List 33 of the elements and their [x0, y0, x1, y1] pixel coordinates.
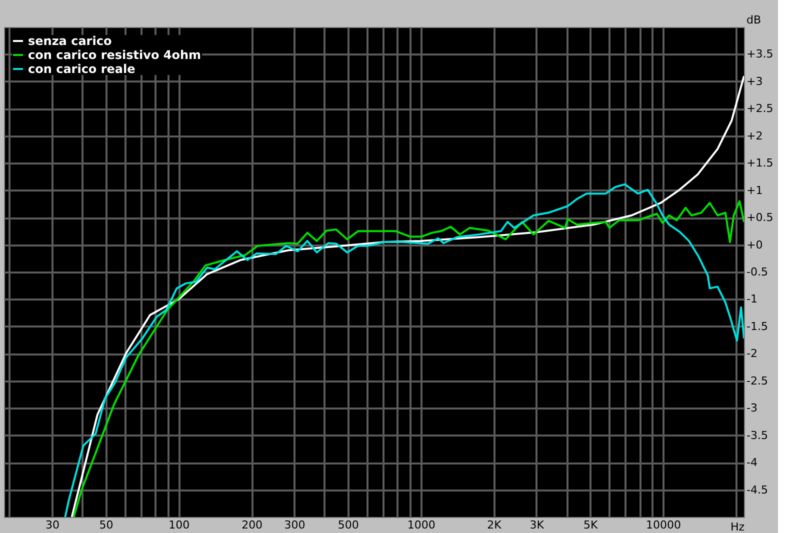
x-tick-label: 3K — [530, 518, 545, 532]
y-tick-label: -2.5 — [746, 374, 768, 388]
x-tick-label: 5K — [583, 518, 598, 532]
x-tick-label: 50 — [99, 518, 114, 532]
y-tick-label: +0.5 — [746, 211, 774, 224]
y-tick-label: -4.5 — [746, 483, 768, 496]
x-tick-label: 500 — [338, 518, 359, 532]
x-tick-label: 300 — [284, 518, 306, 532]
y-tick-label: -1 — [746, 292, 758, 306]
y-tick-label: +2 — [746, 129, 763, 142]
x-tick-label: 1000 — [407, 518, 436, 532]
y-tick-label: +3 — [746, 74, 763, 88]
y-tick-label: -2 — [746, 347, 758, 360]
x-tick-label: 2K — [487, 518, 502, 532]
x-tick-label: 30 — [46, 518, 60, 532]
y-tick-label: -3.5 — [746, 428, 768, 442]
legend-label: con carico resistivo 4ohm — [28, 48, 202, 62]
x-tick-label: 200 — [242, 518, 263, 532]
x-axis-title: Hz — [730, 520, 745, 533]
y-tick-label: -1.5 — [746, 320, 768, 333]
y-tick-label: -3 — [746, 402, 758, 415]
x-tick-label: 100 — [168, 518, 190, 532]
y-axis-title: dB — [746, 14, 762, 26]
y-tick-label: -4 — [746, 456, 758, 470]
y-tick-label: +0 — [746, 238, 763, 252]
y-tick-label: -0.5 — [746, 266, 768, 278]
y-tick-label: +3.5 — [746, 48, 774, 61]
legend-label: con carico reale — [28, 62, 136, 76]
x-tick-label: 10000 — [646, 518, 682, 532]
y-tick-label: +2.5 — [746, 102, 774, 116]
legend-label: senza carico — [28, 34, 112, 48]
y-tick-label: +1.5 — [746, 156, 774, 170]
y-tick-label: +1 — [746, 184, 763, 197]
